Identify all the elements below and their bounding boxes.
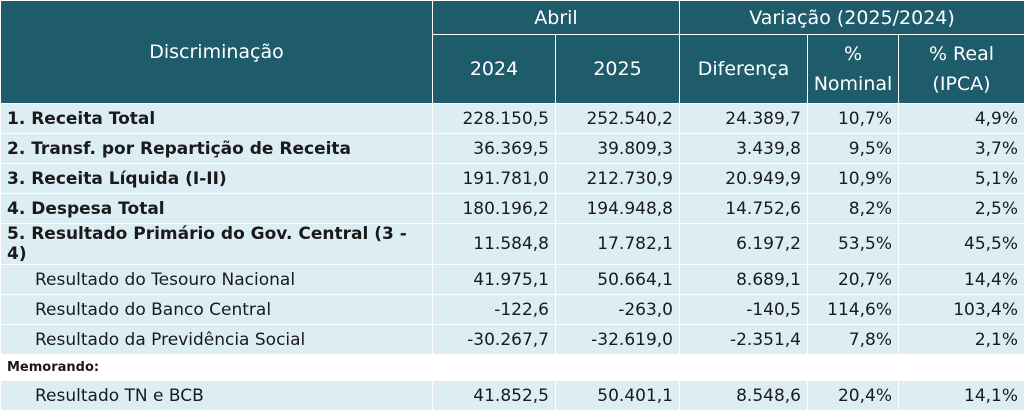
cell-nominal: 7,8% [808,325,899,355]
cell-2024: 228.150,5 [433,104,556,134]
table-row: Resultado do Banco Central -122,6 -263,0… [1,295,1024,325]
table-body: 1. Receita Total 228.150,5 252.540,2 24.… [1,104,1024,411]
header-diferenca: Diferença [680,35,808,104]
cell-nominal: 20,7% [808,265,899,295]
header-variacao: Variação (2025/2024) [680,1,1024,35]
cell-nominal: 20,4% [808,381,899,411]
cell-real: 45,5% [899,224,1024,265]
cell-2025: 50.401,1 [556,381,680,411]
row-label: 4. Despesa Total [1,194,433,224]
cell-diferenca: 24.389,7 [680,104,808,134]
table-row: Resultado do Tesouro Nacional 41.975,1 5… [1,265,1024,295]
cell-diferenca: 8.689,1 [680,265,808,295]
header-nominal-line1: % [808,39,898,69]
cell-real: 14,4% [899,265,1024,295]
cell-2025: 50.664,1 [556,265,680,295]
cell-real: 3,7% [899,134,1024,164]
cell-diferenca: 20.949,9 [680,164,808,194]
header-2024: 2024 [433,35,556,104]
header-discriminacao: Discriminação [1,1,433,104]
header-nominal-line2: Nominal [808,69,898,99]
header-real: % Real (IPCA) [899,35,1024,104]
cell-2025: -32.619,0 [556,325,680,355]
cell-real: 103,4% [899,295,1024,325]
cell-real: 2,1% [899,325,1024,355]
row-label: Resultado do Tesouro Nacional [1,265,433,295]
cell-2025: 194.948,8 [556,194,680,224]
row-label: 2. Transf. por Repartição de Receita [1,134,433,164]
row-label: 1. Receita Total [1,104,433,134]
cell-2024: -122,6 [433,295,556,325]
cell-2025: 212.730,9 [556,164,680,194]
table-row: 5. Resultado Primário do Gov. Central (3… [1,224,1024,265]
table-header: Discriminação Abril Variação (2025/2024)… [1,1,1024,104]
header-real-line2: (IPCA) [899,69,1024,99]
row-label: Resultado do Banco Central [1,295,433,325]
cell-diferenca: 14.752,6 [680,194,808,224]
cell-real: 5,1% [899,164,1024,194]
cell-real: 2,5% [899,194,1024,224]
header-abril: Abril [433,1,680,35]
cell-diferenca: -2.351,4 [680,325,808,355]
header-2025: 2025 [556,35,680,104]
cell-diferenca: 6.197,2 [680,224,808,265]
table-row: 3. Receita Líquida (I-II) 191.781,0 212.… [1,164,1024,194]
table-row: 1. Receita Total 228.150,5 252.540,2 24.… [1,104,1024,134]
cell-nominal: 10,9% [808,164,899,194]
cell-2025: 39.809,3 [556,134,680,164]
row-label: 3. Receita Líquida (I-II) [1,164,433,194]
cell-2025: 252.540,2 [556,104,680,134]
cell-nominal: 114,6% [808,295,899,325]
cell-nominal: 10,7% [808,104,899,134]
table-row: 4. Despesa Total 180.196,2 194.948,8 14.… [1,194,1024,224]
memo-label: Memorando: [1,355,1024,381]
cell-real: 4,9% [899,104,1024,134]
cell-nominal: 8,2% [808,194,899,224]
row-label: 5. Resultado Primário do Gov. Central (3… [1,224,433,265]
cell-2024: 41.975,1 [433,265,556,295]
cell-2024: 41.852,5 [433,381,556,411]
header-nominal: % Nominal [808,35,899,104]
cell-real: 14,1% [899,381,1024,411]
table-row: 2. Transf. por Repartição de Receita 36.… [1,134,1024,164]
cell-diferenca: 8.548,6 [680,381,808,411]
cell-2025: -263,0 [556,295,680,325]
table-row: Resultado TN e BCB 41.852,5 50.401,1 8.5… [1,381,1024,411]
memo-row: Memorando: [1,355,1024,381]
cell-nominal: 53,5% [808,224,899,265]
row-label: Resultado TN e BCB [1,381,433,411]
cell-2024: -30.267,7 [433,325,556,355]
row-label: Resultado da Previdência Social [1,325,433,355]
cell-2024: 11.584,8 [433,224,556,265]
cell-2024: 36.369,5 [433,134,556,164]
header-real-line1: % Real [899,39,1024,69]
cell-diferenca: 3.439,8 [680,134,808,164]
cell-nominal: 9,5% [808,134,899,164]
cell-2024: 180.196,2 [433,194,556,224]
cell-diferenca: -140,5 [680,295,808,325]
cell-2025: 17.782,1 [556,224,680,265]
cell-2024: 191.781,0 [433,164,556,194]
table-row: Resultado da Previdência Social -30.267,… [1,325,1024,355]
